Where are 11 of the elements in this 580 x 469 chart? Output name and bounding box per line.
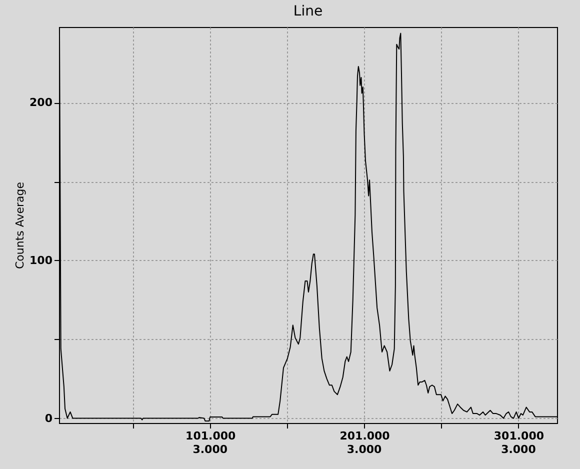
- y-tick-label: 0: [44, 412, 53, 425]
- x-tick-label: 101.000: [186, 430, 236, 442]
- chart-title: Line: [293, 4, 323, 20]
- text: 3.000: [346, 443, 382, 456]
- y-tick-label: 200: [30, 96, 53, 110]
- x-tick-label: 301.000: [494, 430, 544, 442]
- text: 3.000: [501, 443, 536, 456]
- y-axis-title: Counts Average: [14, 182, 27, 270]
- text: 3.000: [192, 443, 228, 456]
- y-tick-label: 100: [30, 254, 53, 267]
- x-tick-label: 201.000: [340, 430, 390, 442]
